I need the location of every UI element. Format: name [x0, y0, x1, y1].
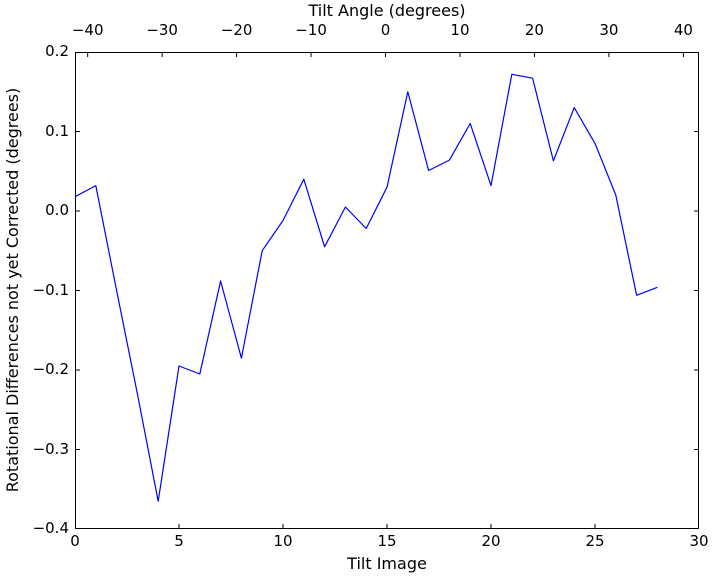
top-tick-label: 30	[599, 21, 619, 39]
bottom-tick-label: 10	[273, 532, 293, 550]
top-tick-label: −10	[295, 21, 327, 39]
bottom-tick-label: 5	[174, 532, 184, 550]
y-tick-label: −0.4	[32, 519, 69, 537]
top-tick-label: 10	[450, 21, 470, 39]
top-tick-label: 20	[524, 21, 544, 39]
bottom-axis-label: Tilt Image	[347, 554, 427, 573]
y-tick-label: −0.3	[32, 439, 69, 458]
top-tick-label: −20	[220, 21, 253, 39]
plot-area	[75, 52, 699, 529]
bottom-tick-label: 20	[481, 532, 501, 550]
y-tick-label: 0.1	[45, 121, 69, 140]
top-tick-label: −30	[146, 21, 178, 39]
bottom-tick-label: 0	[70, 532, 80, 550]
top-tick-label: −40	[71, 21, 104, 39]
y-tick-label: −0.1	[32, 280, 69, 299]
data-line-rotational-differences	[75, 73, 658, 502]
top-tick-label: 40	[673, 21, 693, 39]
y-tick-label: 0.0	[45, 201, 69, 219]
top-tick-label: 0	[380, 21, 391, 39]
top-axis-label: Tilt Angle (degrees)	[308, 1, 466, 20]
line-chart	[75, 52, 699, 529]
bottom-tick-label: 15	[377, 532, 397, 550]
y-tick-label: 0.2	[45, 42, 69, 60]
bottom-tick-label: 25	[585, 532, 605, 550]
bottom-tick-label: 30	[689, 532, 709, 550]
y-tick-label: −0.2	[32, 360, 69, 378]
